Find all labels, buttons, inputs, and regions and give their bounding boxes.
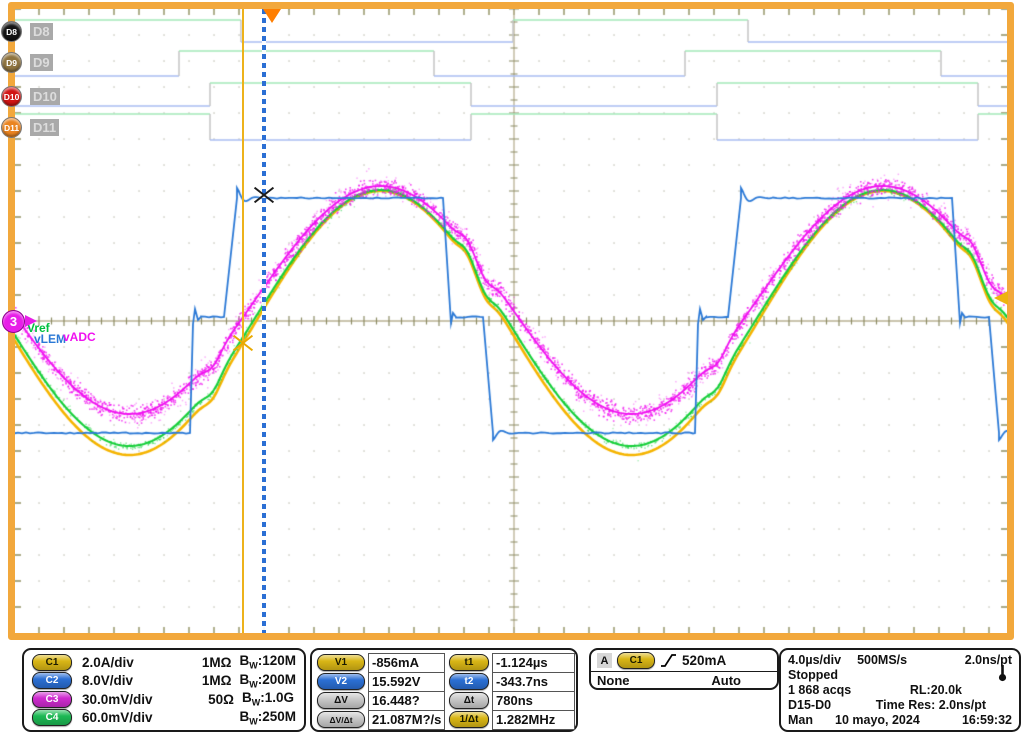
trigger-mode[interactable]: Auto <box>711 673 741 688</box>
waveform-display <box>15 9 1007 633</box>
trigger-level-arrow[interactable] <box>994 291 1008 305</box>
channel-3-reference-badge[interactable]: 3 <box>2 310 25 333</box>
trigger-position-marker[interactable] <box>263 9 281 23</box>
delta-t-badge[interactable]: Δt <box>449 692 489 709</box>
c3-bandwidth: BW:1.0G <box>242 690 295 709</box>
date-value: 10 mayo, 2024 <box>835 712 920 727</box>
dv-dt-value: 21.087M?/s <box>368 709 446 730</box>
time-value: 16:59:32 <box>961 712 1012 727</box>
record-length: RL:20.0k <box>909 682 962 697</box>
trigger-panel: A C1 520mA None Auto <box>589 648 779 690</box>
t1-badge[interactable]: t1 <box>449 654 489 671</box>
c1-impedance: 1MΩ <box>201 654 232 670</box>
c3-scale: 30.0mV/div <box>82 691 153 707</box>
c4-badge[interactable]: C4 <box>32 709 72 727</box>
digital-bus-row: D15-D0 Time Res: 2.0ns/pt <box>788 697 1012 712</box>
c1-badge[interactable]: C1 <box>32 653 72 671</box>
c1-scale: 2.0A/div <box>82 654 134 670</box>
channel-row-c1: C1 2.0A/div 1MΩ BW:120M <box>32 653 296 672</box>
d10-channel-badge[interactable]: D10 <box>1 86 22 107</box>
trigger-bus-chip: A <box>597 653 612 668</box>
c2-bandwidth: BW:200M <box>239 671 296 690</box>
acquisition-count: 1 868 acqs <box>788 682 852 697</box>
thermometer-icon <box>998 665 1007 682</box>
rising-edge-icon <box>661 654 676 667</box>
digital-bus-range: D15-D0 <box>788 697 832 712</box>
dv-dt-badge[interactable]: ΔV/Δt <box>317 711 365 728</box>
time-resolution: Time Res: 2.0ns/pt <box>875 697 986 712</box>
trigger-holdoff-mode[interactable]: None <box>597 673 630 688</box>
cursor-1-line[interactable] <box>242 9 244 633</box>
digital-label-d11[interactable]: D11 <box>30 119 60 136</box>
cursor-voltage-column: V1 -856mA V2 15.592V ΔV 16.448? ΔV/Δt 21.087… <box>317 652 446 730</box>
delta-v-value: 16.448? <box>368 690 445 711</box>
sample-resolution-value: 2.0ns/pt <box>964 653 1012 668</box>
c2-badge[interactable]: C2 <box>32 672 72 690</box>
c3-badge[interactable]: C3 <box>32 690 72 708</box>
scope-graticule-frame: D8 D9 D10 D11 Vref vLEM vADC <box>8 2 1014 640</box>
c4-bandwidth: BW:250M <box>239 708 296 727</box>
digital-label-d8[interactable]: D8 <box>30 23 53 40</box>
v2-value: 15.592V <box>368 671 445 692</box>
t2-value: -343.7ns <box>492 671 575 692</box>
trigger-source-badge[interactable]: C1 <box>617 652 655 669</box>
inv-delta-t-value: 1.282MHz <box>492 709 575 730</box>
sample-rate-value: 500MS/s <box>857 653 908 668</box>
trace-label-vlem: vLEM <box>34 332 67 346</box>
acquisition-state-row: Stopped <box>788 668 1012 683</box>
acquisition-count-row: 1 868 acqs RL:20.0k <box>788 683 1012 698</box>
c2-scale: 8.0V/div <box>82 673 134 689</box>
t2-badge[interactable]: t2 <box>449 673 489 690</box>
channel-row-c3: C3 30.0mV/div 50Ω BW:1.0G <box>32 690 296 709</box>
d9-channel-badge[interactable]: D9 <box>1 52 22 73</box>
user-label: Man <box>788 712 813 727</box>
timebase-value: 4.0µs/div <box>788 653 842 668</box>
trigger-source-row: A C1 520mA <box>591 650 777 671</box>
trace-label-vadc: vADC <box>63 330 96 344</box>
acquisition-state: Stopped <box>788 668 838 683</box>
d11-channel-badge[interactable]: D11 <box>1 117 22 138</box>
channel-row-c4: C4 60.0mV/div BW:250M <box>32 709 296 728</box>
timebase-row: 4.0µs/div 500MS/s 2.0ns/pt <box>788 653 1012 668</box>
cursor-time-column: t1 -1.124µs t2 -343.7ns Δt 780ns 1/Δt 1.282M… <box>449 652 575 730</box>
delta-t-value: 780ns <box>492 690 575 711</box>
c1-bandwidth: BW:120M <box>239 653 296 672</box>
cursor-2-line[interactable] <box>262 9 266 633</box>
c2-impedance: 1MΩ <box>201 673 232 689</box>
channel-3-reference-arrow-icon <box>25 315 37 327</box>
d8-channel-badge[interactable]: D8 <box>1 21 22 42</box>
trigger-mode-row: None Auto <box>591 671 777 689</box>
v1-value: -856mA <box>368 652 445 673</box>
cursor-2-marker[interactable] <box>253 184 275 206</box>
cursor-readout-panel: V1 -856mA V2 15.592V ΔV 16.448? ΔV/Δt 21.087… <box>310 648 578 732</box>
t1-value: -1.124µs <box>492 652 575 673</box>
v2-badge[interactable]: V2 <box>317 673 365 690</box>
delta-v-badge[interactable]: ΔV <box>317 692 365 709</box>
datetime-row: Man 10 mayo, 2024 16:59:32 <box>788 712 1012 727</box>
trigger-level-value: 520mA <box>682 653 727 668</box>
digital-label-d10[interactable]: D10 <box>30 88 60 105</box>
v1-badge[interactable]: V1 <box>317 654 365 671</box>
digital-label-d9[interactable]: D9 <box>30 54 53 71</box>
channel-settings-panel: C1 2.0A/div 1MΩ BW:120M C2 8.0V/div 1MΩ … <box>22 648 306 732</box>
inv-delta-t-badge[interactable]: 1/Δt <box>449 711 489 728</box>
c4-scale: 60.0mV/div <box>82 710 153 726</box>
channel-row-c2: C2 8.0V/div 1MΩ BW:200M <box>32 672 296 691</box>
horizontal-acquisition-panel: 4.0µs/div 500MS/s 2.0ns/pt Stopped 1 868… <box>779 648 1021 732</box>
cursor-1-marker[interactable] <box>232 332 254 354</box>
c3-impedance: 50Ω <box>208 691 234 707</box>
